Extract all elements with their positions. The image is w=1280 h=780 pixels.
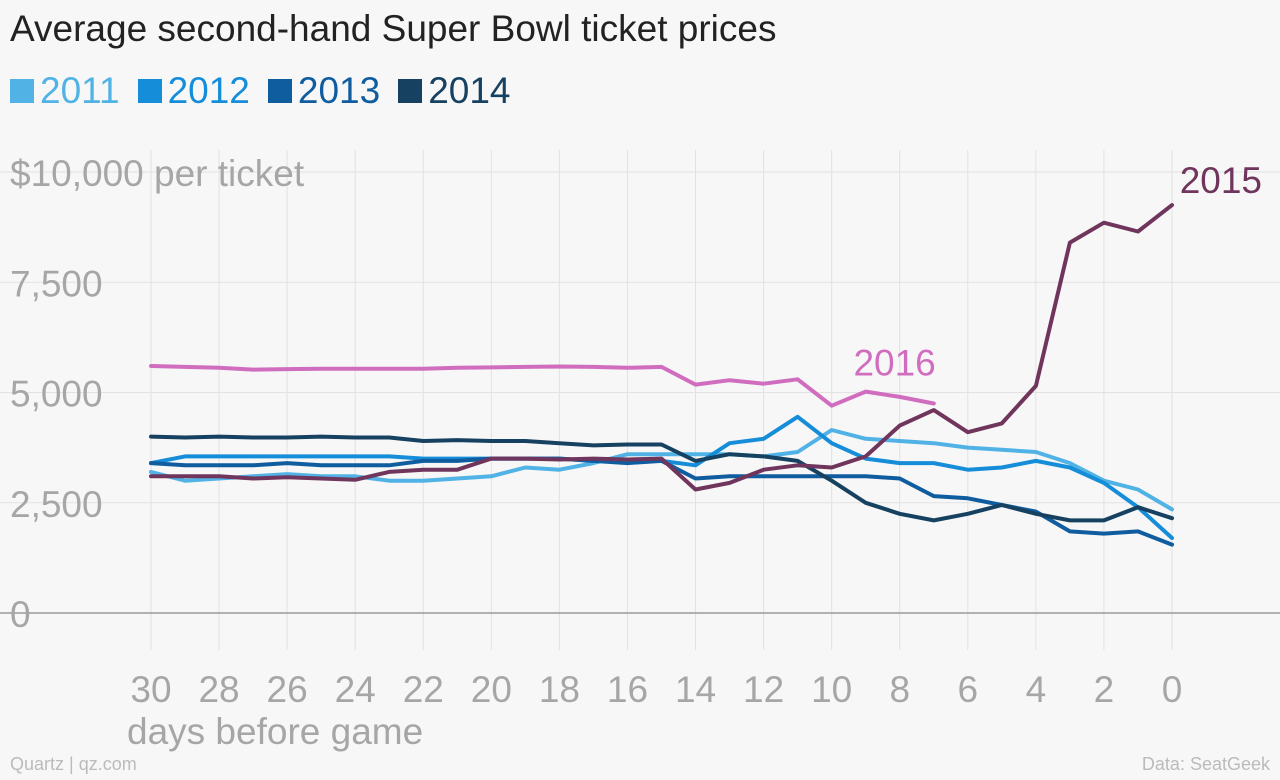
series-line-2014 [149, 434, 1174, 523]
x-tick-label: 14 [675, 669, 716, 710]
series-label-2015: 2015 [1180, 160, 1262, 201]
x-tick-label: 10 [811, 669, 852, 710]
series-label-2016: 2016 [853, 343, 935, 384]
x-tick-label: 8 [889, 669, 910, 710]
x-axis-title: days before game [127, 711, 423, 752]
legend-swatch [137, 79, 162, 103]
series-line-2013 [149, 456, 1174, 547]
series-line-2011 [149, 428, 1174, 512]
legend-label: 2013 [297, 70, 381, 111]
x-tick-label: 0 [1162, 669, 1183, 710]
x-tick-label: 4 [1026, 669, 1047, 710]
legend: 2011 2012 2013 2014 [10, 70, 511, 112]
x-tick-label: 26 [267, 669, 308, 710]
y-tick-label: 0 [10, 594, 31, 635]
legend-item-2013: 2013 [267, 70, 381, 112]
x-tick-label: 12 [743, 669, 784, 710]
legend-swatch [10, 79, 34, 103]
legend-item-2014: 2014 [398, 70, 511, 112]
x-tick-label: 16 [607, 669, 648, 710]
x-tick-label: 28 [198, 669, 239, 710]
footer-source: Quartz | qz.com [10, 754, 137, 774]
chart-title: Average second-hand Super Bowl ticket pr… [10, 8, 777, 49]
x-tick-label: 2 [1094, 669, 1115, 710]
series-line-2015 [149, 203, 1174, 492]
legend-label: 2011 [40, 70, 120, 111]
y-tick-label: 2,500 [10, 484, 103, 525]
legend-item-2012: 2012 [137, 70, 250, 112]
y-tick-label: 7,500 [10, 263, 103, 304]
x-tick-label: 6 [958, 669, 979, 710]
series-line-2016 [149, 364, 936, 408]
x-tick-label: 20 [471, 669, 512, 710]
legend-label: 2014 [428, 70, 511, 111]
legend-swatch [267, 79, 292, 103]
legend-swatch [398, 79, 423, 103]
x-tick-label: 22 [403, 669, 444, 710]
x-tick-label: 18 [539, 669, 580, 710]
x-tick-label: 30 [130, 669, 171, 710]
legend-item-2011: 2011 [10, 70, 120, 112]
x-tick-label: 24 [335, 669, 376, 710]
legend-label: 2012 [167, 70, 250, 111]
y-tick-label: 5,000 [10, 374, 103, 415]
y-axis-unit-label: $10,000 per ticket [10, 153, 305, 194]
footer-data-credit: Data: SeatGeek [1141, 754, 1270, 774]
